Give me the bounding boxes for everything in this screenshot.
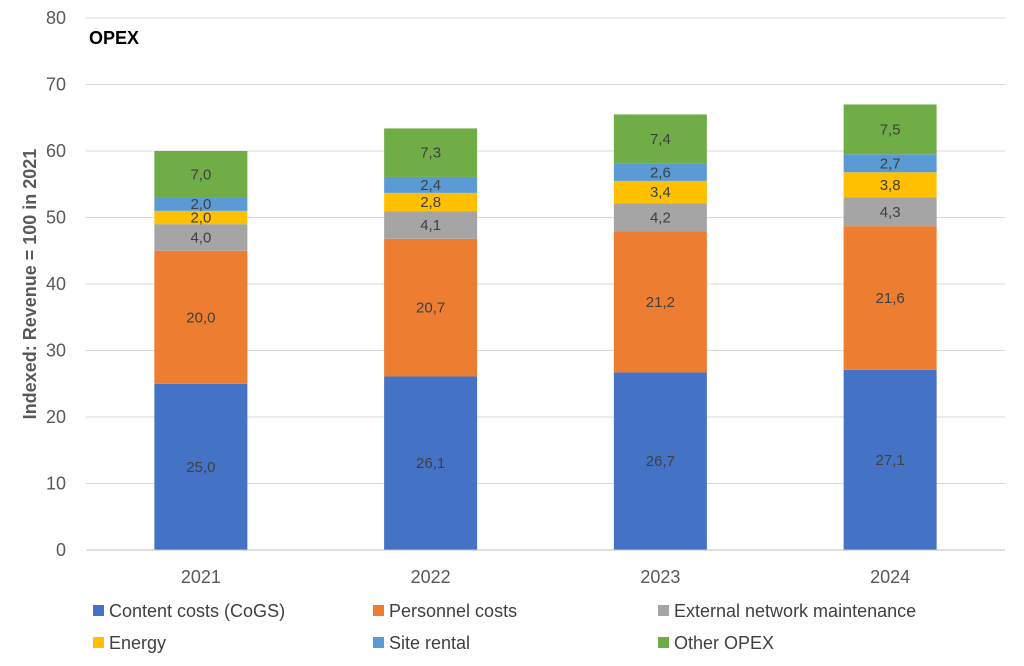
bar-segment bbox=[154, 383, 248, 550]
x-tick-label: 2023 bbox=[640, 567, 680, 587]
data-labels: 25,0 20,0 4,0 2,02,0 7,0 26,1 20,7 4,1 2,82,4 7,3… bbox=[186, 121, 904, 475]
legend-label: External network maintenance bbox=[674, 601, 916, 621]
bar-segment bbox=[384, 176, 478, 193]
data-label: 4,0 bbox=[190, 229, 211, 246]
y-tick-label: 10 bbox=[46, 474, 66, 494]
data-label: 3,8 bbox=[880, 177, 901, 194]
bar-segment bbox=[843, 154, 937, 173]
legend-item: External network maintenance bbox=[658, 601, 916, 621]
legend-label: Site rental bbox=[389, 633, 470, 653]
y-tick-label: 50 bbox=[46, 208, 66, 228]
data-label: 25,0 bbox=[186, 459, 215, 476]
data-label: 20,7 bbox=[416, 300, 445, 317]
bar-segment bbox=[843, 104, 937, 155]
legend-label: Energy bbox=[109, 633, 166, 653]
bar-segment bbox=[154, 197, 248, 211]
y-tick-label: 30 bbox=[46, 341, 66, 361]
y-tick-label: 80 bbox=[46, 8, 66, 28]
y-tick-label: 60 bbox=[46, 141, 66, 161]
data-label: 21,6 bbox=[876, 290, 905, 307]
x-tick-label: 2024 bbox=[870, 567, 910, 587]
legend-swatch bbox=[93, 637, 104, 648]
legend-item: Other OPEX bbox=[658, 633, 774, 653]
legend-item: Energy bbox=[93, 633, 166, 653]
data-label: 7,5 bbox=[880, 121, 901, 138]
bar-segment bbox=[384, 128, 478, 177]
data-label: 26,7 bbox=[646, 453, 675, 470]
data-label: 2,4 bbox=[420, 177, 441, 194]
legend-swatch bbox=[373, 605, 384, 616]
data-label: 2,6 bbox=[650, 164, 671, 181]
legend-label: Content costs (CoGS) bbox=[109, 601, 285, 621]
chart-title: OPEX bbox=[89, 28, 139, 48]
y-axis-label: Indexed: Revenue = 100 in 2021 bbox=[20, 149, 40, 420]
bar-segment bbox=[613, 114, 707, 164]
bar-segment bbox=[154, 224, 248, 251]
x-tick-label: 2022 bbox=[411, 567, 451, 587]
bars bbox=[154, 104, 937, 550]
legend-swatch bbox=[658, 605, 669, 616]
y-tick-label: 40 bbox=[46, 274, 66, 294]
bar-segment bbox=[384, 192, 478, 212]
bar-segment bbox=[843, 197, 937, 227]
legend-item: Personnel costs bbox=[373, 601, 517, 621]
data-label: 7,3 bbox=[420, 145, 441, 162]
legend-item: Content costs (CoGS) bbox=[93, 601, 285, 621]
legend-swatch bbox=[658, 637, 669, 648]
data-label: 20,0 bbox=[186, 309, 215, 326]
data-label: 26,1 bbox=[416, 455, 445, 472]
bar-segment bbox=[843, 369, 937, 550]
data-label: 21,2 bbox=[646, 294, 675, 311]
legend-swatch bbox=[93, 605, 104, 616]
bar-segment bbox=[843, 172, 937, 198]
data-label: 7,4 bbox=[650, 131, 671, 148]
data-label: 4,2 bbox=[650, 210, 671, 227]
data-label: 2,8 bbox=[420, 194, 441, 211]
data-label: 4,1 bbox=[420, 217, 441, 234]
bar-segment bbox=[613, 203, 707, 232]
y-tick-label: 0 bbox=[56, 540, 66, 560]
bar-segment bbox=[613, 180, 707, 204]
data-label: 2,7 bbox=[880, 155, 901, 172]
legend-label: Other OPEX bbox=[674, 633, 774, 653]
bar-segment bbox=[384, 238, 478, 377]
bar-segment bbox=[384, 376, 478, 550]
y-tick-label: 20 bbox=[46, 407, 66, 427]
legend-label: Personnel costs bbox=[389, 601, 517, 621]
legend-item: Site rental bbox=[373, 633, 470, 653]
y-tick-label: 70 bbox=[46, 75, 66, 95]
data-label: 4,3 bbox=[880, 204, 901, 221]
bar-segment bbox=[384, 211, 478, 239]
data-label: 7,0 bbox=[190, 166, 211, 183]
bar-segment bbox=[154, 250, 248, 384]
x-tick-label: 2021 bbox=[181, 567, 221, 587]
axes: 0 10 20 30 40 50 60 70 80 2021 2022 2023 2024 bbox=[46, 8, 1005, 587]
bar-segment bbox=[613, 163, 707, 181]
data-label: 2,0 bbox=[190, 210, 211, 227]
data-label: 3,4 bbox=[650, 184, 671, 201]
bar-segment bbox=[154, 210, 248, 225]
bar-segment bbox=[843, 226, 937, 370]
legend-swatch bbox=[373, 637, 384, 648]
data-label: 2,0 bbox=[190, 196, 211, 213]
bar-segment bbox=[613, 372, 707, 550]
bar-segment bbox=[613, 231, 707, 373]
data-label: 27,1 bbox=[876, 452, 905, 469]
bar-segment bbox=[154, 151, 248, 198]
legend: Content costs (CoGS) Personnel costs Exter… bbox=[93, 601, 916, 653]
